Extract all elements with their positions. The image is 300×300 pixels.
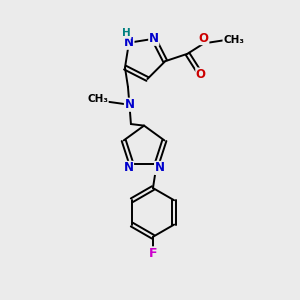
Text: F: F [149, 247, 157, 260]
Text: O: O [196, 68, 206, 81]
Text: O: O [199, 32, 209, 44]
Text: H: H [122, 28, 131, 38]
Text: N: N [154, 161, 165, 174]
Text: N: N [124, 36, 134, 49]
Text: N: N [124, 161, 134, 174]
Text: N: N [149, 32, 159, 45]
Text: N: N [124, 98, 134, 111]
Text: CH₃: CH₃ [87, 94, 108, 104]
Text: CH₃: CH₃ [223, 35, 244, 45]
